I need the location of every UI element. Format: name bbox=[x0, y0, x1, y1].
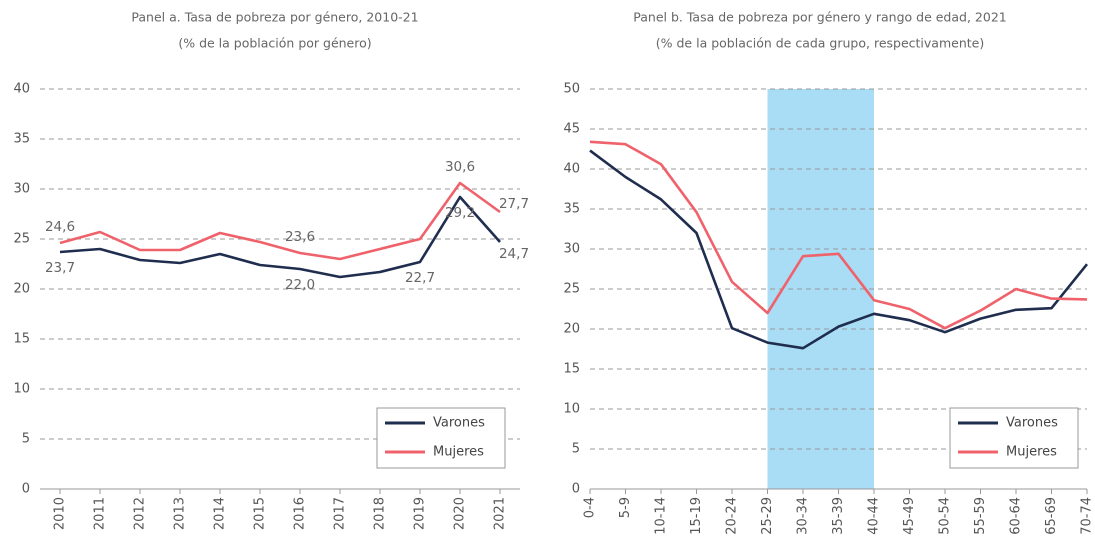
value-label: 22,7 bbox=[405, 270, 435, 286]
y-tick-label: 50 bbox=[563, 82, 580, 97]
x-tick-label: 2021 bbox=[493, 497, 508, 530]
y-tick-label: 10 bbox=[563, 402, 580, 417]
x-tick-label: 2019 bbox=[413, 497, 428, 530]
x-tick-label: 2020 bbox=[453, 497, 468, 530]
chart-title: Panel b. Tasa de pobreza por género y ra… bbox=[633, 10, 1006, 25]
y-tick-label: 25 bbox=[563, 282, 580, 297]
y-tick-label: 5 bbox=[22, 432, 30, 447]
value-label: 27,7 bbox=[499, 196, 529, 212]
value-label: 23,7 bbox=[45, 260, 75, 276]
x-tick-label: 2012 bbox=[133, 497, 148, 530]
value-label: 30,6 bbox=[445, 159, 475, 175]
x-tick-label: 70-74 bbox=[1080, 497, 1095, 535]
chart-subtitle: (% de la población de cada grupo, respec… bbox=[656, 36, 984, 51]
legend-label: Mujeres bbox=[1006, 445, 1057, 460]
x-tick-label: 2017 bbox=[333, 497, 348, 530]
highlight-band bbox=[767, 89, 874, 489]
x-tick-label: 40-44 bbox=[867, 497, 882, 535]
y-tick-label: 0 bbox=[22, 482, 30, 497]
x-tick-label: 20-24 bbox=[725, 497, 740, 535]
series-line bbox=[589, 140, 1088, 330]
legend-box bbox=[949, 407, 1079, 469]
legend-label: Varones bbox=[1006, 416, 1058, 431]
y-tick-label: 35 bbox=[13, 132, 30, 147]
x-tick-label: 25-29 bbox=[760, 497, 775, 535]
x-tick-label: 50-54 bbox=[938, 497, 953, 535]
x-tick-label: 2018 bbox=[373, 497, 388, 530]
y-tick-label: 45 bbox=[563, 122, 580, 137]
legend-label: Mujeres bbox=[433, 445, 484, 460]
value-label: 29,2 bbox=[445, 205, 475, 221]
x-tick-label: 60-64 bbox=[1009, 497, 1024, 535]
x-tick-label: 55-59 bbox=[973, 497, 988, 535]
value-label: 23,6 bbox=[285, 229, 315, 245]
y-tick-label: 40 bbox=[563, 162, 580, 177]
x-tick-label: 30-34 bbox=[796, 497, 811, 535]
y-tick-label: 25 bbox=[13, 232, 30, 247]
x-tick-label: 65-69 bbox=[1044, 497, 1059, 535]
x-tick-label: 0-4 bbox=[583, 497, 598, 518]
x-tick-label: 15-19 bbox=[689, 497, 704, 535]
y-tick-label: 15 bbox=[13, 332, 30, 347]
y-tick-label: 15 bbox=[563, 362, 580, 377]
y-tick-label: 0 bbox=[572, 482, 580, 497]
x-tick-label: 2016 bbox=[293, 497, 308, 530]
x-tick-label: 2010 bbox=[53, 497, 68, 530]
series-line bbox=[59, 181, 501, 261]
legend-box bbox=[376, 407, 506, 469]
value-label: 22,0 bbox=[285, 277, 315, 293]
y-tick-label: 20 bbox=[563, 322, 580, 337]
y-tick-label: 10 bbox=[13, 382, 30, 397]
value-label: 24,7 bbox=[499, 246, 529, 262]
x-tick-label: 2014 bbox=[213, 497, 228, 530]
legend-label: Varones bbox=[433, 416, 485, 431]
series-line bbox=[589, 149, 1089, 350]
y-tick-label: 40 bbox=[13, 82, 30, 97]
y-tick-label: 20 bbox=[13, 282, 30, 297]
y-tick-label: 30 bbox=[13, 182, 30, 197]
x-tick-label: 10-14 bbox=[654, 497, 669, 535]
x-tick-label: 5-9 bbox=[618, 497, 633, 518]
x-tick-label: 2013 bbox=[173, 497, 188, 530]
chart-title: Panel a. Tasa de pobreza por género, 201… bbox=[131, 10, 418, 25]
x-tick-label: 35-39 bbox=[831, 497, 846, 535]
chart-subtitle: (% de la población por género) bbox=[178, 36, 371, 51]
y-tick-label: 5 bbox=[572, 442, 580, 457]
series-line bbox=[59, 195, 501, 279]
value-label: 24,6 bbox=[45, 219, 75, 235]
x-tick-label: 2011 bbox=[93, 497, 108, 530]
y-tick-label: 35 bbox=[563, 202, 580, 217]
y-tick-label: 30 bbox=[563, 242, 580, 257]
x-tick-label: 45-49 bbox=[902, 497, 917, 535]
x-tick-label: 2015 bbox=[253, 497, 268, 530]
